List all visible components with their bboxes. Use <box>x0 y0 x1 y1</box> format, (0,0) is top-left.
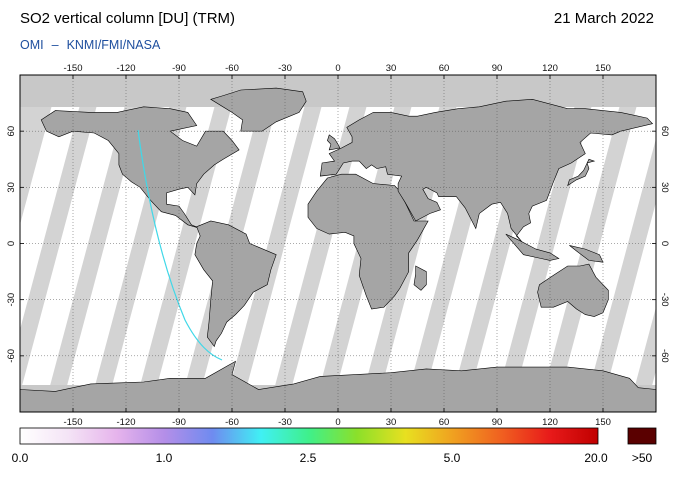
colorbar-label-1: 1.0 <box>155 451 173 465</box>
lat-label-right: -30 <box>659 293 670 307</box>
map-title: SO2 vertical column [DU] (TRM) <box>20 10 236 27</box>
landmass-arabia-madagascar <box>413 265 427 291</box>
lon-label-top: -90 <box>172 63 186 74</box>
lon-label-bottom: 120 <box>542 417 558 428</box>
map-subtitle: OMI – KNMI/FMI/NASA <box>20 38 160 52</box>
source-label: KNMI/FMI/NASA <box>66 38 161 52</box>
lat-label-right: 60 <box>659 126 670 137</box>
lon-label-bottom: -60 <box>225 417 239 428</box>
lon-label-top: -150 <box>63 63 82 74</box>
landmass-japan <box>567 158 596 187</box>
lon-label-top: -30 <box>278 63 292 74</box>
axis-ticks: -150 -150 -120 -120 -90 -90 -60 -60 -30 -30 0 0 30 30… <box>6 63 670 428</box>
lon-label-top: 30 <box>386 63 397 74</box>
graticule <box>20 75 656 412</box>
lat-label-left: 0 <box>6 241 17 246</box>
lon-label-bottom: 0 <box>335 417 340 428</box>
lon-label-top: 150 <box>595 63 611 74</box>
orbit-swath <box>20 75 133 412</box>
lat-label-left: -30 <box>6 293 17 307</box>
landmass-borneo-newguinea <box>569 245 604 263</box>
colorbar-label-3: 5.0 <box>443 451 461 465</box>
lon-label-top: -120 <box>116 63 135 74</box>
colorbar-label-2: 2.5 <box>299 451 317 465</box>
lon-label-bottom: -30 <box>278 417 292 428</box>
colorbar-overflow-box <box>627 427 657 445</box>
orbit-swath <box>600 202 656 412</box>
lon-label-bottom: -90 <box>172 417 186 428</box>
instrument-label: OMI <box>20 38 44 52</box>
lat-label-left: -60 <box>6 349 17 363</box>
lon-label-bottom: 150 <box>595 417 611 428</box>
lon-label-top: -60 <box>225 63 239 74</box>
lon-label-top: 0 <box>335 63 340 74</box>
landmass-eurasia <box>319 98 654 242</box>
colorbar-label-4: 20.0 <box>584 451 608 465</box>
lat-label-left: 30 <box>6 182 17 193</box>
colorbar-overflow-label: >50 <box>631 451 653 465</box>
lat-label-left: 60 <box>6 126 17 137</box>
subtitle-separator: – <box>51 38 59 52</box>
lat-label-right: -60 <box>659 349 670 363</box>
lat-label-right: 30 <box>659 182 670 193</box>
lon-label-top: 120 <box>542 63 558 74</box>
landmass-south-america <box>194 220 277 348</box>
lat-label-right: 0 <box>659 241 670 246</box>
lon-label-top: 60 <box>439 63 450 74</box>
satellite-track-artifact <box>137 129 223 361</box>
colorbar-label-0: 0.0 <box>11 451 29 465</box>
landmass-indonesia <box>505 233 560 261</box>
map-area <box>20 75 656 412</box>
lon-label-bottom: -150 <box>63 417 82 428</box>
lon-label-bottom: 30 <box>386 417 397 428</box>
landmass-greenland <box>210 87 307 132</box>
lon-label-top: 90 <box>492 63 503 74</box>
orbit-swath <box>20 75 88 330</box>
lon-label-bottom: 60 <box>439 417 450 428</box>
colorbar <box>19 427 599 445</box>
lon-label-bottom: -120 <box>116 417 135 428</box>
lon-label-bottom: 90 <box>492 417 503 428</box>
map-date: 21 March 2022 <box>553 10 654 27</box>
landmass-britain <box>327 134 341 151</box>
